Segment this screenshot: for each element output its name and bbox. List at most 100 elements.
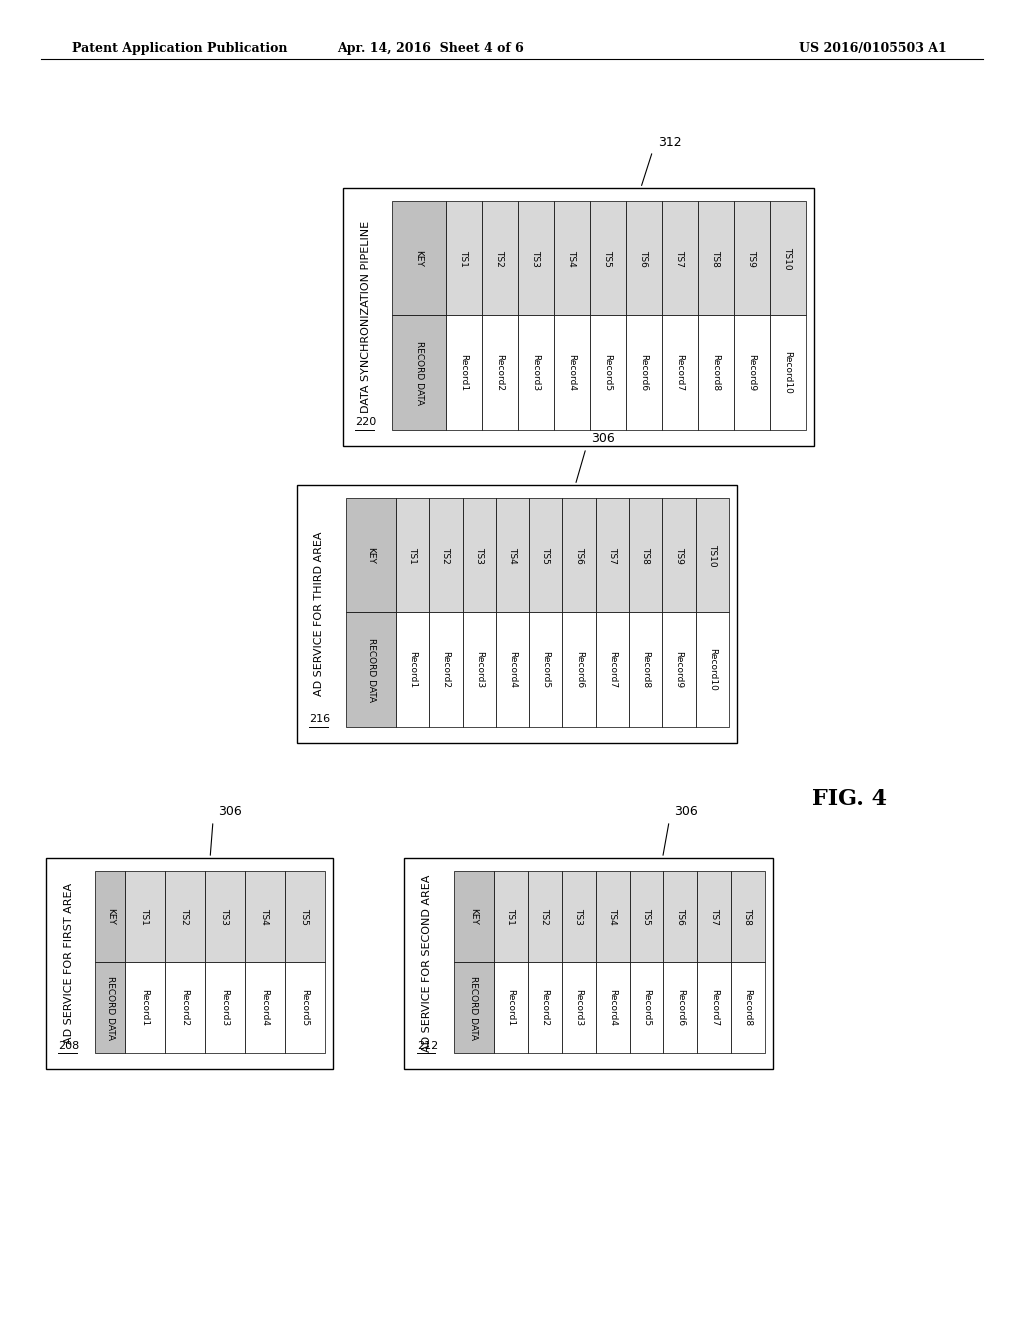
Text: TS3: TS3	[220, 908, 229, 925]
Text: KEY: KEY	[105, 908, 115, 925]
Text: Record5: Record5	[542, 651, 550, 688]
Bar	[285, 871, 325, 962]
Text: Record2: Record2	[441, 651, 451, 688]
Text: TS2: TS2	[441, 546, 451, 564]
Text: 208: 208	[58, 1040, 80, 1051]
Text: Record7: Record7	[608, 651, 617, 688]
Text: DATA SYNCHRONIZATION PIPELINE: DATA SYNCHRONIZATION PIPELINE	[360, 220, 371, 413]
Bar	[695, 498, 729, 612]
Bar	[562, 612, 596, 726]
Text: Record3: Record3	[475, 651, 483, 688]
Text: Record8: Record8	[712, 354, 721, 391]
Bar	[554, 315, 590, 430]
Text: Record4: Record4	[260, 989, 269, 1027]
Text: Record8: Record8	[641, 651, 650, 688]
Bar	[554, 202, 590, 315]
Text: TS3: TS3	[574, 908, 584, 925]
Bar	[346, 498, 396, 612]
Text: TS2: TS2	[541, 908, 550, 925]
Text: Record5: Record5	[603, 354, 612, 391]
Text: TS8: TS8	[743, 908, 753, 925]
Text: TS5: TS5	[603, 249, 612, 267]
Text: Record4: Record4	[608, 989, 617, 1027]
Text: 306: 306	[218, 805, 242, 818]
Bar	[165, 871, 205, 962]
Bar	[496, 498, 529, 612]
Text: Record4: Record4	[567, 354, 577, 391]
Text: Record9: Record9	[748, 354, 757, 391]
Bar	[697, 871, 731, 962]
Text: Record3: Record3	[220, 989, 229, 1027]
Bar	[46, 858, 333, 1069]
Text: TS1: TS1	[140, 908, 150, 925]
Text: 312: 312	[657, 136, 681, 149]
Text: Record10: Record10	[783, 351, 793, 393]
Bar	[346, 612, 396, 726]
Bar	[528, 962, 562, 1053]
Bar	[596, 871, 630, 962]
Bar	[562, 871, 596, 962]
Bar	[698, 315, 734, 430]
Bar	[629, 498, 663, 612]
Text: Apr. 14, 2016  Sheet 4 of 6: Apr. 14, 2016 Sheet 4 of 6	[337, 42, 523, 54]
Bar	[446, 202, 482, 315]
Text: Record3: Record3	[531, 354, 541, 391]
Bar	[664, 962, 697, 1053]
Bar	[463, 612, 496, 726]
Bar	[205, 871, 245, 962]
Text: TS8: TS8	[712, 249, 721, 267]
Bar	[454, 871, 495, 962]
Bar	[662, 202, 698, 315]
Text: TS3: TS3	[475, 546, 483, 564]
Text: TS2: TS2	[496, 249, 505, 267]
Bar	[245, 871, 285, 962]
Text: TS6: TS6	[676, 908, 685, 925]
Text: Record8: Record8	[743, 989, 753, 1027]
Bar	[343, 189, 814, 446]
Bar	[429, 498, 463, 612]
Bar	[518, 315, 554, 430]
Bar	[125, 871, 165, 962]
Text: TS9: TS9	[748, 249, 757, 267]
Text: TS1: TS1	[507, 908, 515, 925]
Bar	[663, 612, 695, 726]
Text: TS6: TS6	[639, 249, 648, 267]
Text: AD SERVICE FOR SECOND AREA: AD SERVICE FOR SECOND AREA	[422, 875, 432, 1052]
Bar	[454, 962, 495, 1053]
Text: Record4: Record4	[508, 651, 517, 688]
Bar	[95, 871, 125, 962]
Text: TS10: TS10	[708, 544, 717, 566]
Bar	[446, 315, 482, 430]
Bar	[495, 871, 528, 962]
Text: Record1: Record1	[460, 354, 468, 391]
Bar	[463, 498, 496, 612]
Bar	[770, 315, 806, 430]
Bar	[731, 871, 765, 962]
Text: Record6: Record6	[639, 354, 648, 391]
Bar	[596, 498, 629, 612]
Bar	[630, 962, 664, 1053]
Text: Record5: Record5	[300, 989, 309, 1027]
Text: Patent Application Publication: Patent Application Publication	[72, 42, 287, 54]
Text: US 2016/0105503 A1: US 2016/0105503 A1	[799, 42, 946, 54]
Bar	[125, 962, 165, 1053]
Text: 306: 306	[591, 433, 614, 445]
Bar	[404, 858, 773, 1069]
Bar	[596, 962, 630, 1053]
Bar	[285, 962, 325, 1053]
Bar	[697, 962, 731, 1053]
Bar	[495, 962, 528, 1053]
Bar	[496, 612, 529, 726]
Text: TS2: TS2	[180, 908, 189, 925]
Text: TS4: TS4	[608, 908, 617, 925]
Text: TS7: TS7	[676, 249, 684, 267]
Text: AD SERVICE FOR FIRST AREA: AD SERVICE FOR FIRST AREA	[63, 883, 74, 1044]
Text: Record1: Record1	[408, 651, 417, 688]
Bar	[529, 498, 562, 612]
Bar	[626, 315, 662, 430]
Bar	[529, 612, 562, 726]
Text: TS7: TS7	[608, 546, 617, 564]
Text: TS1: TS1	[408, 546, 417, 564]
Text: Record7: Record7	[676, 354, 684, 391]
Bar	[663, 498, 695, 612]
